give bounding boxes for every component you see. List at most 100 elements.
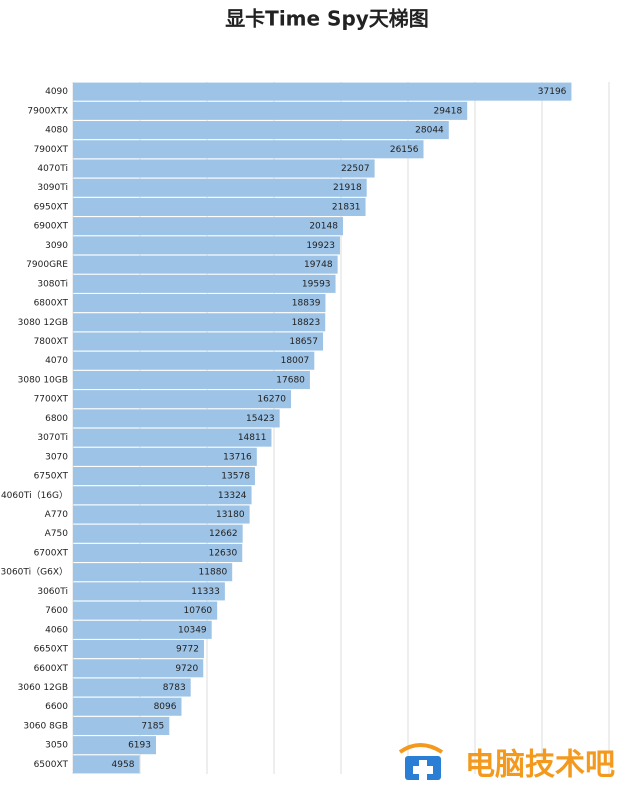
value-label: 11333 — [191, 587, 220, 597]
value-label: 14811 — [238, 433, 267, 443]
value-label: 15423 — [246, 414, 275, 424]
value-label: 18657 — [289, 337, 318, 347]
value-label: 9772 — [176, 645, 199, 655]
y-tick-label: 3080Ti — [37, 279, 68, 289]
bar — [73, 620, 212, 639]
y-tick-label: 6700XT — [34, 548, 69, 558]
y-tick-label: 4070Ti — [37, 164, 68, 174]
bar — [73, 255, 338, 274]
y-tick-label: 4070 — [45, 356, 68, 366]
bar — [73, 351, 315, 370]
y-tick-label: 4060 — [45, 625, 68, 635]
y-tick-label: 3070 — [45, 452, 68, 462]
bar — [73, 486, 252, 505]
value-label: 12662 — [209, 529, 238, 539]
watermark-arc — [398, 743, 444, 754]
y-tick-label: 3060Ti — [37, 587, 68, 597]
y-tick-label: 6600 — [45, 702, 68, 712]
bar — [73, 659, 204, 678]
y-tick-label: A770 — [45, 510, 69, 520]
value-label: 8783 — [163, 683, 186, 693]
value-label: 13324 — [218, 491, 247, 501]
value-label: 13578 — [221, 472, 250, 482]
bar — [73, 678, 191, 697]
y-tick-label: 6800 — [45, 414, 68, 424]
bar — [73, 447, 257, 466]
value-label: 11880 — [199, 568, 228, 578]
bar — [73, 390, 292, 409]
bar — [73, 716, 170, 735]
bar — [73, 294, 326, 313]
y-tick-label: 7900GRE — [26, 260, 68, 270]
bar — [73, 140, 424, 159]
y-tick-label: 7600 — [45, 606, 68, 616]
value-label: 13180 — [216, 510, 245, 520]
y-tick-label: 6650XT — [34, 645, 69, 655]
bar — [73, 332, 324, 351]
y-tick-label: 6900XT — [34, 222, 69, 232]
value-label: 17680 — [276, 375, 305, 385]
bar — [73, 505, 250, 524]
y-tick-label: 4060Ti（16G） — [1, 490, 68, 501]
y-tick-label: 7900XTX — [27, 106, 68, 116]
y-tick-label: 3060 8GB — [23, 721, 68, 731]
value-label: 7185 — [141, 721, 164, 731]
y-tick-label: 6600XT — [34, 664, 69, 674]
value-label: 28044 — [415, 126, 444, 136]
y-tick-label: A750 — [45, 529, 69, 539]
watermark: 电脑技术吧 — [465, 748, 615, 783]
y-tick-label: 3060 12GB — [18, 683, 68, 693]
watermark-icon — [398, 743, 444, 780]
bar — [73, 755, 140, 774]
bar — [73, 524, 243, 543]
value-label: 6193 — [128, 741, 151, 751]
y-tick-label: 7900XT — [34, 145, 69, 155]
bar — [73, 197, 366, 216]
y-tick-label: 3080 10GB — [18, 375, 68, 385]
y-tick-label: 3080 12GB — [18, 318, 68, 328]
y-tick-label: 3090 — [45, 241, 68, 251]
bar — [73, 409, 280, 428]
value-label: 10349 — [178, 625, 207, 635]
value-label: 37196 — [538, 87, 567, 97]
value-label: 13716 — [223, 452, 252, 462]
bar — [73, 178, 367, 197]
bar — [73, 601, 218, 620]
y-tick-label: 6500XT — [34, 760, 69, 770]
value-label: 19748 — [304, 260, 333, 270]
chart-title: 显卡Time Spy天梯图 — [225, 7, 429, 31]
value-label: 18823 — [292, 318, 321, 328]
bar — [73, 121, 449, 140]
value-label: 8096 — [154, 702, 177, 712]
y-tick-label: 7700XT — [34, 395, 69, 405]
value-label: 19593 — [302, 279, 331, 289]
value-label: 21918 — [333, 183, 362, 193]
value-label: 18007 — [281, 356, 310, 366]
y-tick-label: 4080 — [45, 126, 68, 136]
plot: 4090 37196 7900XTX 29418 4080 28044 7900XT 2615… — [1, 82, 610, 774]
y-tick-label: 6950XT — [34, 202, 69, 212]
bar — [73, 697, 182, 716]
value-label: 10760 — [184, 606, 213, 616]
value-label: 18839 — [292, 299, 321, 309]
y-tick-label: 6800XT — [34, 299, 69, 309]
bar — [73, 101, 468, 120]
bar — [73, 640, 204, 659]
bar — [73, 274, 336, 293]
y-tick-label: 3070Ti — [37, 433, 68, 443]
value-label: 29418 — [434, 106, 463, 116]
value-label: 9720 — [175, 664, 198, 674]
y-tick-label: 3060Ti（G6X） — [1, 567, 69, 578]
y-tick-label: 7800XT — [34, 337, 69, 347]
bar — [73, 82, 572, 101]
value-label: 12630 — [209, 548, 238, 558]
bar — [73, 543, 243, 562]
value-label: 21831 — [332, 202, 361, 212]
bar — [73, 582, 225, 601]
value-label: 20148 — [309, 222, 338, 232]
watermark-cross — [413, 760, 433, 780]
value-label: 16270 — [257, 395, 286, 405]
bar — [73, 563, 233, 582]
y-tick-label: 3090Ti — [37, 183, 68, 193]
